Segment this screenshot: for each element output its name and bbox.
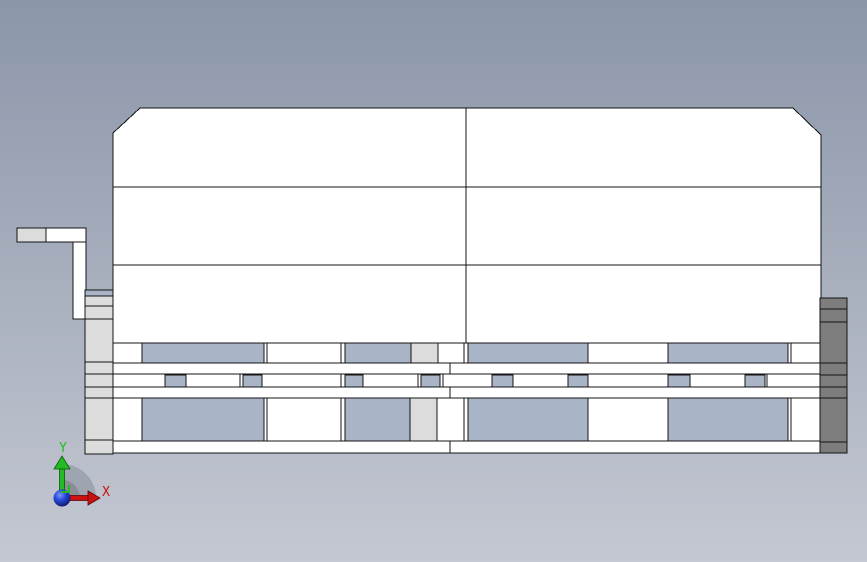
rail-block[interactable]	[344, 374, 364, 388]
left-column-section[interactable]	[84, 397, 114, 441]
rail-block[interactable]	[491, 374, 514, 388]
arm-vertical-post[interactable]	[72, 241, 87, 320]
right-column-section[interactable]	[819, 297, 848, 310]
rail-row[interactable]	[112, 373, 821, 388]
spacer-row[interactable]	[112, 386, 821, 399]
left-column-section[interactable]	[84, 305, 114, 320]
insert-block[interactable]	[344, 342, 412, 364]
rail-block[interactable]	[420, 374, 441, 388]
bottom-plate-row[interactable]	[112, 440, 821, 454]
right-column-section[interactable]	[819, 362, 848, 376]
rail-block[interactable]	[242, 374, 263, 388]
base-block[interactable]	[141, 397, 265, 442]
insert-block[interactable]	[141, 342, 265, 364]
rail-block[interactable]	[164, 374, 187, 388]
insert-block[interactable]	[467, 342, 589, 364]
left-column-section[interactable]	[84, 318, 114, 363]
base-block[interactable]	[344, 397, 411, 442]
base-block[interactable]	[667, 397, 789, 442]
orientation-triad[interactable]: Y X	[40, 435, 120, 515]
origin-sphere[interactable]	[53, 489, 71, 507]
x-axis-label: X	[102, 485, 110, 500]
right-column-section[interactable]	[819, 386, 848, 399]
right-column-section[interactable]	[819, 321, 848, 364]
base-block[interactable]	[467, 397, 589, 442]
z-axis-elbow-icon	[61, 485, 70, 493]
clamp-block[interactable]	[410, 342, 439, 364]
arm-end-cap[interactable]	[16, 227, 47, 243]
left-column-section[interactable]	[84, 373, 114, 388]
right-column-section[interactable]	[819, 397, 848, 443]
left-column-section[interactable]	[84, 386, 114, 399]
rail-block[interactable]	[744, 374, 766, 388]
clamp-block[interactable]	[409, 397, 438, 442]
rail-block[interactable]	[667, 374, 691, 388]
spacer-row[interactable]	[112, 362, 821, 375]
rail-block[interactable]	[567, 374, 589, 388]
y-axis-label: Y	[59, 441, 67, 456]
right-column-section[interactable]	[819, 308, 848, 323]
right-column-section[interactable]	[819, 374, 848, 388]
left-column-section[interactable]	[84, 295, 114, 307]
main-body[interactable]	[112, 107, 822, 344]
right-column-section[interactable]	[819, 441, 848, 454]
left-column-cap[interactable]	[84, 289, 114, 297]
insert-block[interactable]	[667, 342, 789, 364]
left-column-section[interactable]	[84, 361, 114, 375]
